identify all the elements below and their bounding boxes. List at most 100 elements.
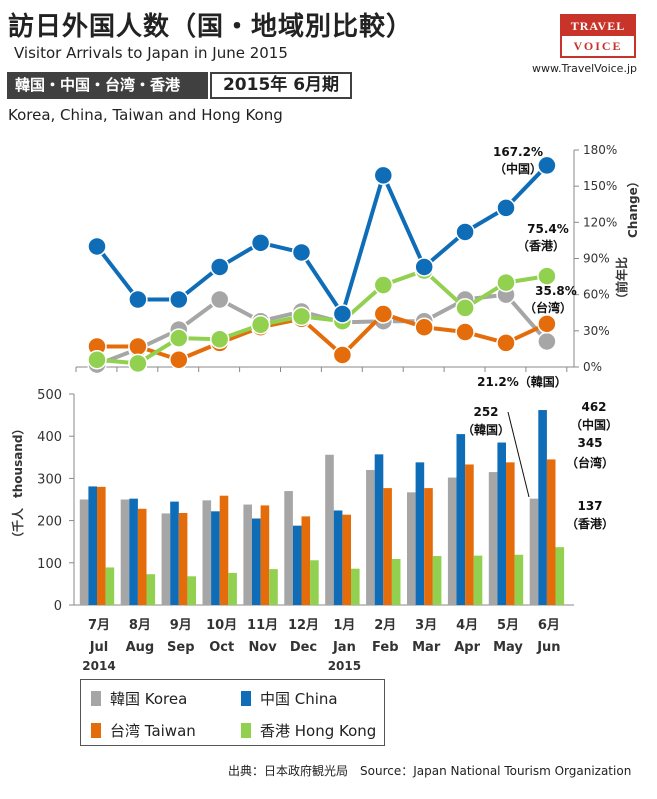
page-title: 訪日外国人数（国・地域別比較）: [8, 12, 414, 42]
bar-x-label-en: Oct: [209, 640, 234, 655]
line-point-hongkong: [496, 272, 516, 293]
bar-china: [88, 486, 97, 605]
bar-hongkong: [187, 576, 196, 605]
bar-x-label-jp: 1月: [333, 618, 355, 633]
line-chart-y-tick-label: 120%: [583, 215, 617, 229]
legend-item-taiwan: 台湾 Taiwan: [91, 720, 196, 741]
bar-chart-y-tick-label: 200: [37, 515, 62, 530]
line-point-china: [537, 155, 557, 176]
line-point-hongkong: [373, 275, 394, 295]
bar-taiwan: [465, 464, 474, 605]
period-label: 2015年 6月期: [210, 72, 352, 99]
bar-korea: [447, 477, 457, 605]
legend-item-china: 中国 China: [241, 688, 338, 709]
legend-label-korea: 韓国 Korea: [110, 690, 188, 708]
bar-hongkong: [555, 547, 565, 605]
bar-x-label-jp: 10月: [206, 618, 237, 633]
bar-china: [170, 501, 179, 605]
bar-china: [252, 518, 261, 605]
bar-hongkong: [146, 574, 156, 605]
bar-taiwan: [342, 514, 351, 605]
bar-hongkong: [310, 560, 319, 605]
line-annotation-label-hongkong: （香港）: [517, 238, 565, 253]
bar-china: [415, 462, 425, 605]
line-chart-y-tick-label: 30%: [583, 324, 610, 338]
line-point-hongkong: [455, 298, 475, 318]
line-point-china: [455, 222, 475, 242]
bar-china: [333, 510, 343, 605]
bar-korea: [325, 454, 334, 605]
bar-chart-y-tick-label: 500: [37, 388, 62, 403]
bar-x-label-en: May: [493, 640, 523, 655]
bar-x-label-en: Sep: [167, 640, 195, 655]
line-point-hongkong: [87, 350, 107, 370]
page-subtitle: Visitor Arrivals to Japan in June 2015: [14, 44, 288, 62]
bar-x-label-jp: 6月: [538, 618, 560, 633]
bar-x-label-jp: 7月: [88, 618, 110, 633]
line-chart-y-tick-label: 150%: [583, 179, 617, 193]
region-label-jp: 韓国・中国・台湾・香港: [7, 72, 208, 99]
bar-x-label-jp: 9月: [170, 618, 192, 633]
line-point-taiwan: [496, 333, 516, 353]
bar-china: [129, 498, 138, 605]
bar-x-label-en: Jul: [89, 640, 109, 655]
bar-hongkong: [105, 567, 115, 605]
line-point-china: [496, 198, 516, 218]
legend: 韓国 Korea 中国 China 台湾 Taiwan 香港 Hong Kong: [80, 679, 385, 746]
bar-china: [538, 410, 547, 605]
bar-taiwan: [383, 488, 392, 605]
bar-x-label-jp: 2月: [374, 618, 396, 633]
bar-china: [456, 434, 466, 605]
bar-hongkong: [473, 555, 483, 605]
bar-chart-y-tick-label: 400: [37, 430, 62, 445]
bar-x-label-jp: 5月: [497, 618, 519, 633]
bar-korea: [120, 499, 130, 605]
line-point-china: [209, 257, 230, 277]
bar-hongkong: [351, 568, 360, 605]
line-point-china: [373, 165, 394, 186]
line-series-china: [95, 164, 549, 316]
line-annotation-value-china: 167.2%: [493, 145, 543, 159]
logo-line-1: TRAVEL: [562, 16, 634, 36]
bar-china: [292, 525, 302, 605]
bar-taiwan: [97, 486, 106, 605]
bar-hongkong: [514, 554, 524, 605]
bar-korea: [407, 492, 416, 605]
bar-annotation-value-korea: 252: [473, 405, 498, 419]
legend-swatch-hongkong: [241, 723, 251, 738]
legend-label-hongkong: 香港 Hong Kong: [260, 722, 377, 740]
bar-chart-y-tick-label: 0: [54, 599, 62, 614]
line-point-hongkong: [209, 329, 230, 350]
line-point-taiwan: [169, 350, 189, 370]
travel-voice-logo[interactable]: TRAVEL VOICE: [560, 14, 636, 58]
line-chart-y-tick-label: 0%: [583, 360, 602, 374]
bar-china: [211, 511, 220, 605]
bar-chart-y-label-en: thousand）: [10, 423, 25, 498]
bar-hongkong: [269, 569, 278, 605]
line-point-taiwan: [537, 314, 557, 334]
line-point-korea: [209, 289, 230, 310]
bar-x-label-en: Feb: [372, 640, 398, 655]
legend-swatch-china: [241, 691, 251, 706]
logo-url[interactable]: www.TravelVoice.jp: [532, 62, 637, 75]
bar-x-label-en: Dec: [290, 640, 317, 655]
bar-chart-y-tick-label: 300: [37, 472, 62, 487]
bar-x-label-jp: 12月: [288, 618, 319, 633]
line-annotation-value-taiwan: 35.8%: [535, 284, 577, 298]
line-point-china: [332, 304, 353, 324]
bar-taiwan: [260, 505, 270, 605]
legend-item-hongkong: 香港 Hong Kong: [241, 720, 376, 741]
line-chart-y-label-jp: （前年比: [614, 257, 629, 305]
source-note: 出典：日本政府観光局 Source：Japan National Tourism…: [228, 764, 632, 778]
bar-taiwan: [424, 488, 433, 605]
bar-annotation-label-hongkong: （香港）: [566, 516, 614, 531]
bar-hongkong: [228, 572, 237, 605]
bar-x-label-jp: 4月: [456, 618, 478, 633]
legend-item-korea: 韓国 Korea: [91, 688, 187, 709]
bar-china: [497, 442, 506, 605]
bar-x-label-jp: 8月: [129, 618, 151, 633]
line-point-china: [87, 236, 107, 257]
legend-label-taiwan: 台湾 Taiwan: [110, 722, 196, 740]
bar-annotation-label-taiwan: （台湾）: [566, 455, 614, 470]
